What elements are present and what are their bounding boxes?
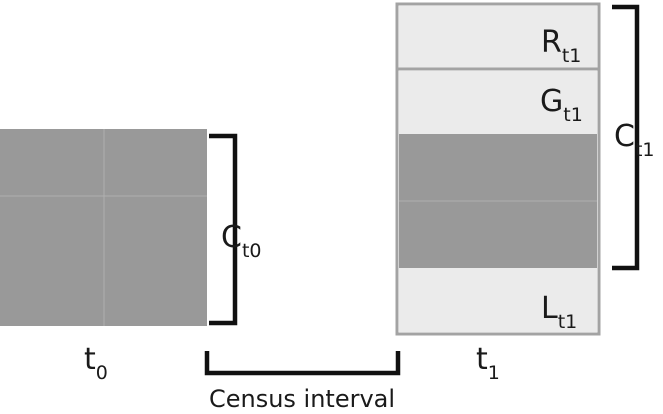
c-t0-bracket [209,133,238,326]
g-t1-label: Gt1 [540,84,583,126]
r-t1-label-sub: t1 [562,45,582,67]
t1-label-base: t [476,342,488,377]
g-t1-section [399,71,597,134]
c-t1-section-bottom [399,201,597,268]
t0-cell-bottom-left [0,196,104,326]
c-t0-label-base: C [221,220,242,255]
r-t1-section [399,6,597,68]
r-t1-label: Rt1 [541,25,581,67]
c-t1-section-top [399,134,597,201]
g-t1-label-base: G [540,84,563,119]
t0-cell-bottom-right [104,196,207,326]
l-t1-label-sub: t1 [558,311,578,333]
l-t1-label-base: L [541,291,558,326]
t0-label: t0 [84,342,108,384]
l-t1-section [399,268,597,332]
r-t1-label-base: R [541,25,562,60]
t0-block [0,129,207,326]
t1-label: t1 [476,342,500,384]
t0-label-base: t [84,342,96,377]
census-interval-bracket [204,351,401,376]
g-t1-label-sub: t1 [563,104,583,126]
t0-label-sub: 0 [96,362,108,384]
c-t1-bracket [612,4,640,271]
t1-label-sub: 1 [488,362,500,384]
c-t0-label-sub: t0 [242,240,262,262]
t0-cell-top-left [0,129,104,196]
census-interval-label: Census interval [209,385,395,413]
c-t1-label-base: C [614,119,635,154]
t1-block [395,2,601,336]
t0-cell-top-right [104,129,207,196]
c-t1-label-sub: t1 [635,139,655,161]
l-t1-label: Lt1 [541,291,577,333]
c-t0-label: Ct0 [221,220,262,262]
c-t1-label: Ct1 [614,119,655,161]
